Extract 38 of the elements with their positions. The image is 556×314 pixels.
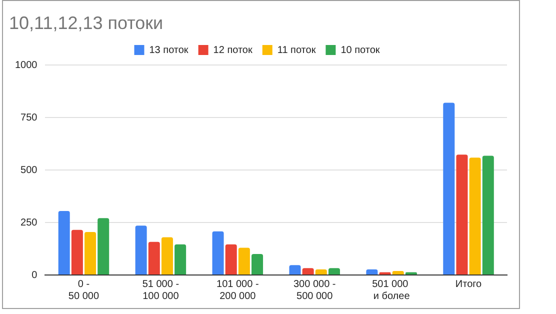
x-tick-label: 300 000 - 500 000 bbox=[293, 278, 336, 302]
bar bbox=[328, 268, 340, 274]
bar bbox=[443, 102, 455, 274]
bar bbox=[482, 156, 494, 274]
bar bbox=[225, 244, 237, 274]
chart-title: 10,11,12,13 потоки bbox=[9, 13, 164, 34]
bar bbox=[238, 248, 250, 274]
y-tick-label: 1000 bbox=[14, 60, 38, 71]
x-tick-label: 101 000 - 200 000 bbox=[216, 278, 259, 302]
legend-label: 10 поток bbox=[340, 44, 380, 56]
y-tick-label: 250 bbox=[20, 217, 38, 228]
bar bbox=[71, 230, 83, 274]
bar bbox=[58, 210, 70, 274]
bar bbox=[84, 232, 96, 274]
bar bbox=[315, 269, 327, 274]
bar bbox=[161, 237, 173, 274]
x-tick-label: 0 - 50 000 bbox=[68, 278, 100, 302]
bar bbox=[212, 231, 224, 274]
bar bbox=[366, 269, 378, 274]
bar bbox=[456, 154, 468, 274]
bar bbox=[148, 242, 160, 274]
bar bbox=[135, 226, 147, 274]
x-tick-label: Итого bbox=[455, 278, 482, 290]
legend-label: 12 поток bbox=[213, 44, 253, 56]
bar bbox=[174, 244, 186, 274]
legend-label: 13 поток bbox=[149, 44, 189, 56]
x-tick-label: 51 000 - 100 000 bbox=[142, 278, 180, 302]
bar bbox=[469, 158, 481, 274]
y-tick-label: 750 bbox=[20, 112, 38, 124]
bar bbox=[98, 218, 110, 274]
bar bbox=[302, 268, 314, 274]
y-tick-label: 0 bbox=[32, 270, 38, 281]
bar bbox=[392, 271, 404, 274]
legend-label: 11 поток bbox=[277, 44, 316, 56]
bar bbox=[289, 265, 301, 274]
bar bbox=[252, 254, 264, 274]
y-tick-label: 500 bbox=[20, 164, 38, 176]
x-tick-label: 501 000 и более bbox=[372, 278, 412, 302]
